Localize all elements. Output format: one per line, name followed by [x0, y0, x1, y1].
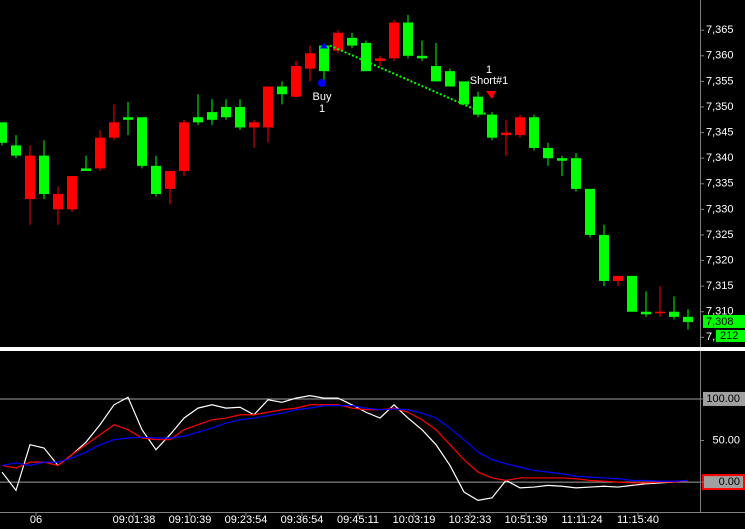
indicator-line: [1, 405, 689, 482]
candle-body: [179, 122, 189, 171]
y-tick-label: 7,330: [706, 203, 734, 215]
indicator-line: [1, 395, 689, 501]
trade-marker: [320, 42, 328, 49]
y-tick-label: 7,315: [706, 280, 734, 292]
x-tick-label: 09:10:39: [169, 514, 212, 526]
y-tick-label: 7,310: [706, 306, 734, 318]
y-tick-label: 7,325: [706, 229, 734, 241]
indicator-line: [1, 404, 689, 484]
candle-body: [319, 45, 329, 72]
candle-body: [585, 188, 595, 235]
y-tick-label: 7,350: [706, 101, 734, 113]
candle-body: [305, 53, 315, 69]
candle-body: [137, 117, 147, 166]
candle-body: [669, 311, 679, 317]
candle-body: [249, 122, 259, 128]
x-tick-label: 10:32:33: [449, 514, 492, 526]
candle-body: [0, 122, 7, 143]
y-tick-label: 7,365: [706, 24, 734, 36]
y-tick-label: 7,340: [706, 152, 734, 164]
candle-body: [25, 155, 35, 200]
candle-body: [627, 275, 637, 312]
x-tick-label: 06: [30, 514, 42, 526]
candle-body: [291, 66, 301, 97]
candle-body: [613, 275, 623, 282]
y-tick-label: 7,355: [706, 75, 734, 87]
trade-dot: [318, 79, 326, 87]
candle-body: [333, 32, 343, 51]
last-price-box: [703, 314, 745, 328]
x-tick-label: 09:45:11: [337, 514, 379, 526]
candle-body: [263, 86, 273, 128]
candle-body: [683, 316, 693, 322]
candle-body: [207, 112, 217, 120]
candle-body: [487, 114, 497, 138]
trade-quantity: 1: [319, 103, 325, 115]
candle-body: [109, 122, 119, 138]
trade-quantity: 1: [486, 64, 492, 76]
x-tick-label: 11:15:40: [617, 514, 659, 526]
y-tick-label: 7,320: [706, 254, 734, 266]
candle-body: [515, 117, 525, 136]
side-tag-box: [716, 329, 745, 342]
panel-separator: [0, 347, 745, 351]
y-tick-label: 50.00: [712, 434, 740, 446]
y-tick-label: 7,335: [706, 178, 734, 190]
candle-body: [641, 311, 651, 315]
candle-body: [501, 132, 511, 136]
candle-body: [445, 71, 455, 87]
x-tick-label: 10:03:19: [393, 514, 436, 526]
candle-body: [151, 165, 161, 194]
last-price-label: 7,308: [706, 316, 734, 328]
trade-line: [329, 44, 489, 117]
trade-label: Short#1: [470, 75, 509, 87]
x-tick-label: 09:36:54: [281, 514, 324, 526]
x-tick-label: 11:11:24: [561, 514, 602, 526]
candle-body: [11, 145, 21, 156]
candle-body: [361, 42, 371, 72]
candle-body: [389, 22, 399, 59]
candle-body: [543, 147, 553, 159]
candle-body: [347, 37, 357, 46]
y-tick-label: 0.00: [719, 476, 740, 488]
candle-body: [599, 234, 609, 282]
x-tick-label: 09:23:54: [225, 514, 268, 526]
y-tick-label: 100.00: [706, 393, 740, 405]
candle-body: [165, 170, 175, 189]
candle-body: [403, 22, 413, 56]
candle-body: [529, 117, 539, 148]
candle-body: [431, 66, 441, 82]
candle-body: [193, 117, 203, 123]
side-tag: 212: [720, 330, 738, 342]
trade-marker: [486, 91, 496, 99]
y-tick-label: 7,360: [706, 50, 734, 62]
candle-body: [95, 137, 105, 169]
candle-body: [123, 117, 133, 120]
candle-body: [557, 158, 567, 161]
candle-body: [81, 168, 91, 171]
candle-body: [53, 193, 63, 210]
candle-body: [375, 58, 385, 61]
candle-body: [459, 81, 469, 105]
candle-body: [39, 155, 49, 194]
y-tick-label: 7,345: [706, 126, 734, 138]
y-tick-box: [703, 391, 745, 406]
candle-body: [655, 311, 665, 314]
candle-body: [417, 55, 427, 59]
x-tick-label: 09:01:38: [113, 514, 156, 526]
candle-body: [235, 106, 245, 128]
x-tick-label: 10:51:39: [505, 514, 548, 526]
candle-body: [221, 106, 231, 118]
candle-body: [571, 158, 581, 189]
candle-body: [473, 96, 483, 115]
trade-label: Buy: [313, 91, 332, 103]
candle-body: [277, 86, 287, 95]
candle-body: [67, 176, 77, 210]
